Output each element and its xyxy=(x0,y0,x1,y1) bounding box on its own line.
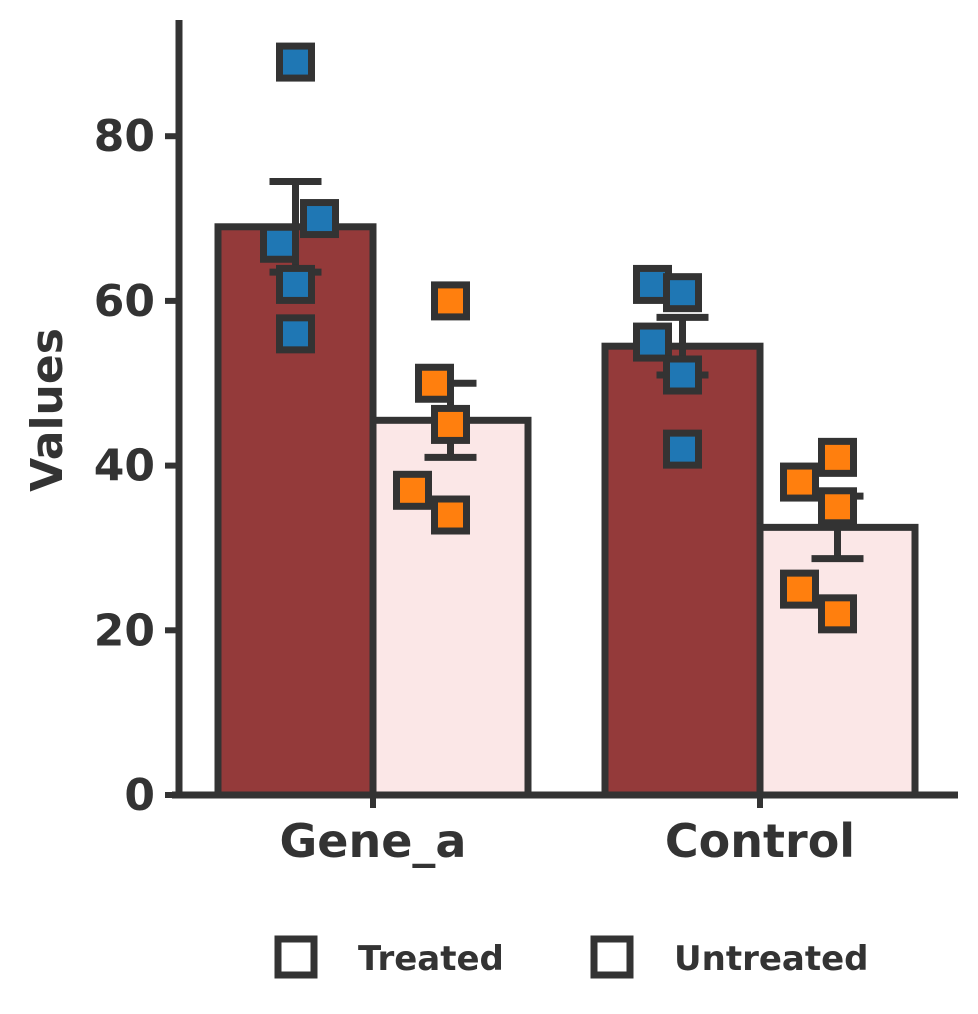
ticks-layer: 0 20 40 60 80 Gene_a Control xyxy=(94,111,855,868)
point-gene-a-untreated xyxy=(431,404,470,444)
y-tick-label: 0 xyxy=(124,770,155,821)
points-layer xyxy=(260,42,857,634)
point-control-untreated xyxy=(818,487,857,527)
y-tick-label: 80 xyxy=(94,111,155,162)
y-tick-label: 40 xyxy=(94,441,155,492)
point-control-untreated xyxy=(818,594,857,634)
bar-gene-a-treated xyxy=(214,223,377,799)
point-gene-a-untreated xyxy=(415,363,454,403)
bar-control-untreated xyxy=(756,523,919,799)
x-tick-label: Control xyxy=(665,814,855,868)
point-control-treated xyxy=(663,429,702,469)
y-axis-label: Values xyxy=(22,328,73,492)
point-control-untreated xyxy=(780,462,819,502)
point-control-untreated xyxy=(780,569,819,609)
legend-treated-swatch xyxy=(274,935,318,979)
point-control-treated xyxy=(633,322,672,362)
point-gene-a-treated xyxy=(276,42,315,82)
point-gene-a-treated xyxy=(276,314,315,354)
y-tick-label: 20 xyxy=(94,605,155,656)
legend-untreated-label: Untreated xyxy=(674,939,869,979)
point-gene-a-treated xyxy=(300,199,339,239)
point-gene-a-untreated xyxy=(431,281,470,321)
point-gene-a-treated xyxy=(260,223,299,263)
legend: Treated Untreated xyxy=(274,935,869,979)
y-tick-label: 60 xyxy=(94,276,155,327)
legend-untreated-swatch xyxy=(590,935,634,979)
bars-layer xyxy=(214,223,919,799)
bar-control-treated xyxy=(601,342,764,799)
point-control-treated xyxy=(663,355,702,395)
x-tick-label: Gene_a xyxy=(280,814,467,868)
point-control-untreated xyxy=(818,437,857,477)
point-gene-a-untreated xyxy=(431,495,470,535)
point-gene-a-untreated xyxy=(393,470,432,510)
axes-layer xyxy=(172,20,958,799)
point-gene-a-treated xyxy=(276,264,315,304)
point-control-treated xyxy=(663,273,702,313)
legend-treated-label: Treated xyxy=(358,939,504,979)
